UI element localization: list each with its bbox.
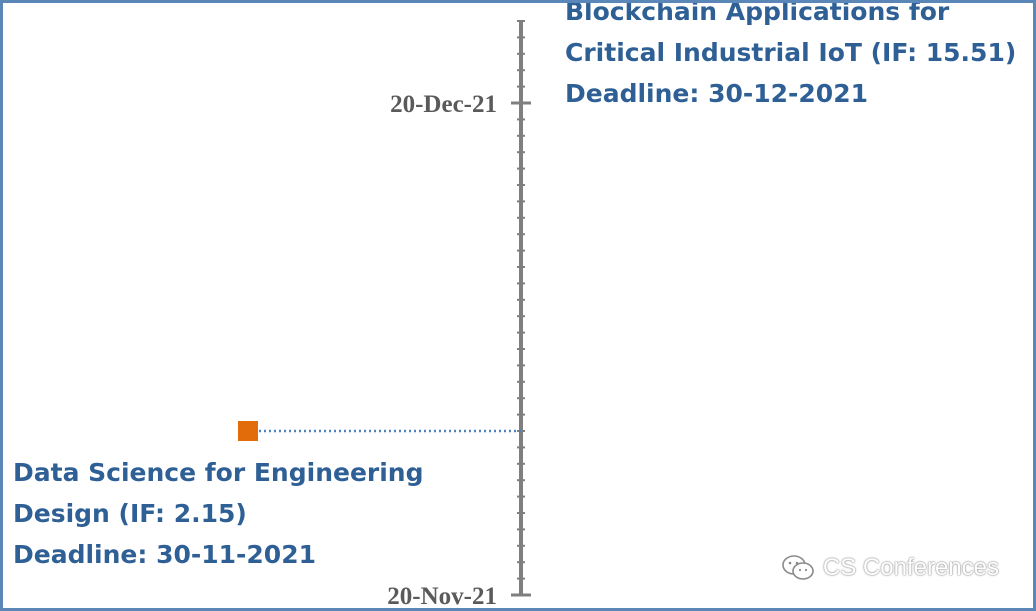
event-label-line: Data Science for Engineering: [13, 458, 424, 487]
event-label-line: Critical Industrial IoT (IF: 15.51): [565, 38, 1016, 67]
event-label-line: Blockchain Applications for: [565, 3, 950, 26]
event-marker: [238, 421, 258, 441]
event-label-line: Design (IF: 2.15): [13, 499, 247, 528]
watermark-text: CS Conferences: [822, 554, 999, 581]
event-label-line: Deadline: 30-12-2021: [565, 79, 868, 108]
watermark: CS Conferences: [781, 554, 999, 582]
event-label-line: Deadline: 30-11-2021: [13, 540, 316, 569]
axis-tick-label: 20-Nov-21: [387, 583, 497, 610]
axis-tick-label: 20-Dec-21: [390, 91, 497, 118]
wechat-icon: [782, 555, 814, 580]
